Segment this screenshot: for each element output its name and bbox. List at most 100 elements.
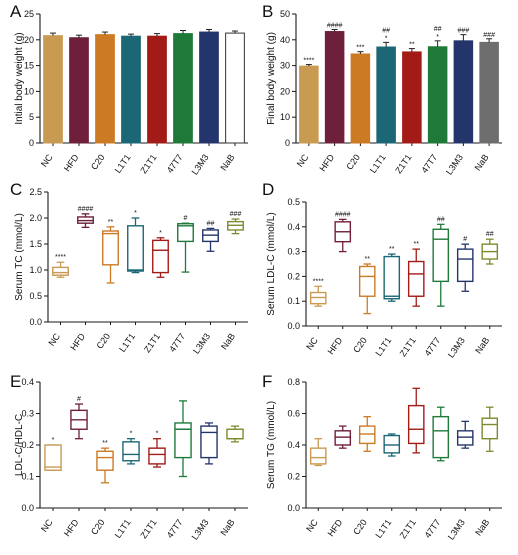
- x-tick-label: 47T7: [167, 331, 187, 354]
- box-C20: [358, 425, 376, 445]
- significance-label: *: [52, 437, 55, 444]
- y-axis-label: Final body weight (g): [266, 32, 277, 125]
- x-tick-label: 47T7: [422, 335, 442, 358]
- y-axis-label: LDL-C/HDL-C: [14, 414, 25, 476]
- y-tick-label: 0.4: [21, 377, 34, 387]
- x-tick-label: Z1T1: [393, 152, 413, 175]
- y-tick-label: 0.2: [287, 271, 300, 281]
- y-axis-label: Serum LDL-C (mmol/L): [266, 212, 277, 315]
- box-47T7: [177, 223, 194, 243]
- significance-label: ####: [78, 206, 94, 213]
- x-tick-label: Z1T1: [398, 335, 418, 358]
- significance-label: ##: [382, 27, 390, 34]
- y-tick-label: 2.5: [29, 187, 42, 197]
- y-axis-label: Serum TC (mmol/L): [14, 213, 25, 301]
- box-Z1T1: [152, 239, 169, 274]
- significance-label: ***: [356, 45, 364, 52]
- panel-label: C: [10, 180, 22, 199]
- y-tick-label: 0.5: [287, 197, 300, 207]
- x-tick-label: C20: [89, 152, 107, 171]
- bar-NC: [299, 65, 319, 144]
- box-L1T1: [383, 434, 401, 454]
- significance-label: #: [463, 236, 467, 243]
- box-L1T1: [383, 255, 401, 300]
- y-tick-label: 15: [24, 61, 34, 71]
- significance-label: *: [130, 431, 133, 438]
- box-Z1T1: [407, 404, 425, 445]
- x-tick-label: HFD: [326, 335, 345, 356]
- x-tick-label: L3M3: [446, 335, 467, 359]
- panel-label: A: [10, 2, 22, 21]
- x-tick-label: L1T1: [368, 152, 388, 175]
- bar-L3M3: [453, 40, 474, 144]
- y-tick-label: 0.6: [287, 409, 300, 419]
- bar-Z1T1: [402, 51, 422, 144]
- y-tick-label: 10: [24, 86, 34, 96]
- x-tick-label: C20: [344, 152, 362, 171]
- box-NC: [52, 266, 69, 276]
- bar-L1T1: [376, 46, 396, 144]
- significance-label: ###: [483, 32, 495, 39]
- x-tick-label: L1T1: [373, 517, 393, 540]
- significance-label: **: [414, 241, 420, 248]
- x-tick-label: 47T7: [165, 517, 185, 540]
- x-tick-label: NC: [46, 331, 62, 348]
- y-tick-label: 0.0: [29, 317, 42, 327]
- bar-C20: [350, 53, 371, 144]
- x-tick-label: L1T1: [373, 335, 393, 358]
- y-tick-label: 1.5: [29, 239, 42, 249]
- bar-NaB: [479, 41, 499, 144]
- x-tick-label: NaB: [473, 335, 491, 355]
- y-tick-label: 0.1: [21, 472, 34, 482]
- significance-label: *: [385, 35, 388, 42]
- y-tick-label: 0.4: [287, 222, 300, 232]
- significance-label: #: [77, 396, 81, 403]
- y-tick-label: 0.5: [29, 291, 42, 301]
- x-tick-label: Z1T1: [398, 517, 418, 540]
- y-tick-label: 0.8: [287, 377, 300, 387]
- x-tick-label: L3M3: [190, 517, 211, 541]
- significance-label: *: [159, 230, 162, 237]
- box-47T7: [432, 228, 450, 283]
- significance-label: **: [365, 256, 371, 263]
- y-tick-label: 0.2: [21, 440, 34, 450]
- x-tick-label: NaB: [218, 152, 236, 172]
- significance-label: ##: [434, 26, 442, 33]
- y-tick-label: 40: [280, 35, 290, 45]
- y-tick-label: 25: [24, 9, 34, 19]
- box-NC: [44, 444, 62, 471]
- bar-47T7: [427, 46, 448, 144]
- box-C20: [102, 230, 119, 266]
- y-tick-label: 20: [24, 35, 34, 45]
- box-L3M3: [456, 248, 474, 283]
- bar-NC: [43, 35, 63, 144]
- significance-label: ##: [207, 220, 215, 227]
- bar-HFD: [69, 37, 89, 144]
- box-NC: [309, 447, 327, 465]
- x-tick-label: NC: [295, 152, 311, 169]
- significance-label: **: [409, 42, 415, 49]
- significance-label: ####: [335, 211, 351, 218]
- significance-label: #: [184, 215, 188, 222]
- box-L1T1: [122, 441, 140, 462]
- x-tick-label: L1T1: [113, 152, 133, 175]
- x-tick-label: NaB: [473, 517, 491, 537]
- x-tick-label: HFD: [326, 517, 345, 538]
- bar-L1T1: [121, 35, 141, 144]
- x-tick-label: 47T7: [422, 517, 442, 540]
- x-tick-label: NC: [39, 517, 55, 534]
- panel-label: B: [262, 2, 273, 21]
- x-tick-label: Z1T1: [142, 331, 162, 354]
- significance-label: ****: [303, 58, 314, 65]
- box-47T7: [432, 415, 450, 459]
- bar-L3M3: [199, 31, 219, 144]
- y-axis-label: Serum TG (mmol/L): [266, 401, 277, 489]
- x-tick-label: NC: [39, 152, 55, 169]
- significance-label: ###: [230, 211, 242, 218]
- x-tick-label: NaB: [218, 517, 236, 537]
- x-tick-label: L3M3: [190, 152, 211, 176]
- y-tick-label: 0.0: [21, 503, 34, 513]
- bar-C20: [95, 34, 115, 144]
- y-tick-label: 0.1: [287, 296, 300, 306]
